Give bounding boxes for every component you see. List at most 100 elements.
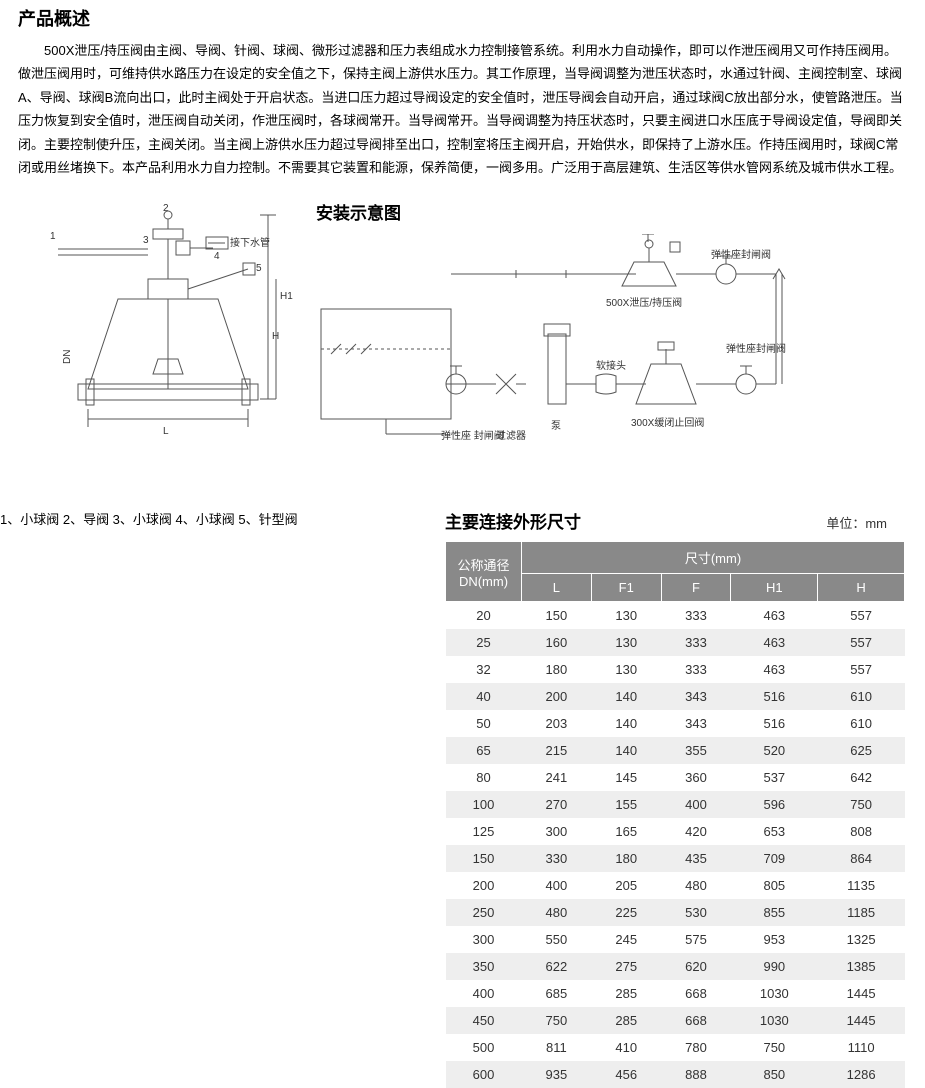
table-cell: 420 (661, 818, 731, 845)
table-row: 40200140343516610 (446, 683, 905, 710)
table-row: 3005502455759531325 (446, 926, 905, 953)
table-header-span: 尺寸(mm) (522, 542, 905, 574)
table-row: 2004002054808051135 (446, 872, 905, 899)
table-row: 6009354568888501286 (446, 1061, 905, 1088)
table-cell: 241 (522, 764, 592, 791)
diagram-dim-H1: H1 (280, 291, 293, 302)
install-label-500x: 500X泄压/持压阀 (606, 296, 682, 309)
table-cell: 1185 (818, 899, 905, 926)
table-cell: 333 (661, 656, 731, 683)
install-label-sealvalve2: 弹性座 封闸阀 (441, 429, 504, 442)
diagram-label-1: 1 (50, 231, 56, 242)
table-cell: 350 (446, 953, 522, 980)
table-cell: 463 (731, 656, 818, 683)
dimension-unit: 单位：mm (826, 513, 907, 532)
table-cell: 285 (591, 1007, 661, 1034)
table-row: 100270155400596750 (446, 791, 905, 818)
diagram-dim-H: H (272, 331, 279, 342)
table-cell: 750 (731, 1034, 818, 1061)
table-cell: 668 (661, 1007, 731, 1034)
table-cell: 200 (522, 683, 592, 710)
table-cell: 520 (731, 737, 818, 764)
diagram-row: 1 2 3 4 5 接下水管 L DN H H1 安装示意图 (0, 199, 925, 459)
table-cell: 537 (731, 764, 818, 791)
table-cell: 456 (591, 1061, 661, 1088)
table-cell: 245 (591, 926, 661, 953)
table-row: 20150130333463557 (446, 602, 905, 630)
table-row: 45075028566810301445 (446, 1007, 905, 1034)
table-cell: 410 (591, 1034, 661, 1061)
diagram-legend: 1、小球阀 2、导阀 3、小球阀 4、小球阀 5、针型阀 (0, 509, 420, 528)
install-diagram-icon: 500X泄压/持压阀 弹性座封闸阀 弹性座封闸阀 弹性座 封闸阀 过滤器 泵 软… (316, 234, 826, 454)
table-cell: 275 (591, 953, 661, 980)
table-cell: 180 (591, 845, 661, 872)
table-cell: 225 (591, 899, 661, 926)
table-row: 125300165420653808 (446, 818, 905, 845)
table-cell: 622 (522, 953, 592, 980)
table-cell: 150 (522, 602, 592, 630)
table-cell: 435 (661, 845, 731, 872)
table-cell: 557 (818, 602, 905, 630)
table-cell: 333 (661, 602, 731, 630)
table-cell: 130 (591, 656, 661, 683)
left-diagram-container: 1 2 3 4 5 接下水管 L DN H H1 (18, 199, 298, 454)
table-cell: 400 (522, 872, 592, 899)
dimension-title: 主要连接外形尺寸 (445, 508, 581, 533)
table-row: 3506222756209901385 (446, 953, 905, 980)
table-row: 65215140355520625 (446, 737, 905, 764)
table-body: 2015013033346355725160130333463557321801… (446, 602, 905, 1088)
table-cell: 808 (818, 818, 905, 845)
table-cell: 668 (661, 980, 731, 1007)
table-row: 50203140343516610 (446, 710, 905, 737)
table-row: 25160130333463557 (446, 629, 905, 656)
table-header-H1: H1 (731, 574, 818, 602)
table-cell: 400 (661, 791, 731, 818)
valve-diagram-icon: 1 2 3 4 5 接下水管 L DN H H1 (18, 199, 298, 449)
table-cell: 1385 (818, 953, 905, 980)
table-row: 32180130333463557 (446, 656, 905, 683)
table-cell: 155 (591, 791, 661, 818)
dimension-section: 主要连接外形尺寸 单位：mm 公称通径 DN(mm) 尺寸(mm) L F1 F… (445, 508, 925, 1088)
table-cell: 953 (731, 926, 818, 953)
table-cell: 516 (731, 710, 818, 737)
table-cell: 550 (522, 926, 592, 953)
table-cell: 140 (591, 737, 661, 764)
table-cell: 300 (446, 926, 522, 953)
table-cell: 600 (446, 1061, 522, 1088)
table-cell: 516 (731, 683, 818, 710)
table-cell: 65 (446, 737, 522, 764)
table-cell: 864 (818, 845, 905, 872)
diagram-label-4: 4 (214, 251, 220, 262)
table-cell: 100 (446, 791, 522, 818)
table-cell: 610 (818, 683, 905, 710)
table-cell: 888 (661, 1061, 731, 1088)
diagram-label-3: 3 (143, 235, 149, 246)
table-header-L: L (522, 574, 592, 602)
table-cell: 25 (446, 629, 522, 656)
table-cell: 1030 (731, 980, 818, 1007)
table-cell: 463 (731, 602, 818, 630)
table-cell: 1445 (818, 1007, 905, 1034)
table-cell: 557 (818, 656, 905, 683)
table-cell: 160 (522, 629, 592, 656)
table-cell: 130 (591, 602, 661, 630)
table-header-F: F (661, 574, 731, 602)
table-cell: 935 (522, 1061, 592, 1088)
table-cell: 80 (446, 764, 522, 791)
table-cell: 270 (522, 791, 592, 818)
table-cell: 450 (446, 1007, 522, 1034)
table-cell: 40 (446, 683, 522, 710)
diagram-dim-DN: DN (62, 350, 73, 364)
table-cell: 750 (818, 791, 905, 818)
table-cell: 625 (818, 737, 905, 764)
table-cell: 20 (446, 602, 522, 630)
table-cell: 140 (591, 683, 661, 710)
dimension-table: 公称通径 DN(mm) 尺寸(mm) L F1 F H1 H 201501303… (445, 541, 905, 1088)
diagram-label-water: 接下水管 (230, 236, 270, 249)
table-cell: 180 (522, 656, 592, 683)
table-cell: 333 (661, 629, 731, 656)
table-row: 5008114107807501110 (446, 1034, 905, 1061)
install-label-sealvalve3: 弹性座封闸阀 (726, 342, 786, 355)
table-cell: 300 (522, 818, 592, 845)
table-row: 80241145360537642 (446, 764, 905, 791)
